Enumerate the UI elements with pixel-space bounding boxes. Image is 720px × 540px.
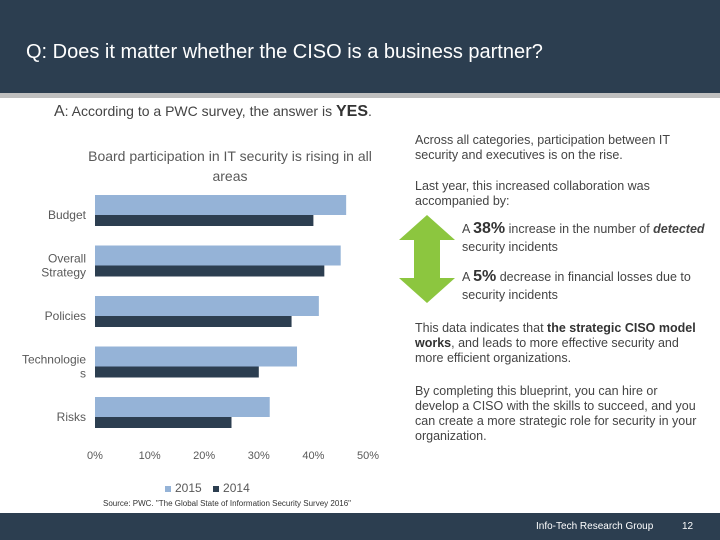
legend-label-2015: 2015 <box>175 481 202 495</box>
bar-2015-risks <box>95 397 270 417</box>
stat-increase-number: 38% <box>473 220 506 237</box>
side-model: This data indicates that the strategic C… <box>415 321 700 366</box>
x-tick-label: 20% <box>193 450 215 462</box>
answer-text: : According to a PWC survey, the answer … <box>64 103 336 119</box>
side-intro: Across all categories, participation bet… <box>415 133 670 162</box>
answer-line: A: According to a PWC survey, the answer… <box>54 103 372 121</box>
legend-item-2014: 2014 <box>213 481 250 495</box>
answer-emphasis: YES <box>335 103 368 120</box>
x-tick-label: 10% <box>139 450 161 462</box>
stat-increase-tail: security incidents <box>462 240 558 254</box>
stat-decrease: A 5% decrease in financial losses due to… <box>462 268 712 304</box>
legend-item-2015: 2015 <box>165 481 202 495</box>
bar-2014-technologies <box>95 366 259 378</box>
chart-legend: 2015 2014 <box>165 481 258 495</box>
stat-increase-em: detected <box>653 222 705 236</box>
x-tick-label: 0% <box>87 450 103 462</box>
stat-increase-prefix: A <box>462 222 474 236</box>
x-tick-label: 40% <box>302 450 324 462</box>
stat-decrease-number: 5% <box>473 268 497 285</box>
stat-decrease-prefix: A <box>462 270 474 284</box>
page-title: Q: Does it matter whether the CISO is a … <box>26 41 543 63</box>
side-model-post: , and leads to more effective security a… <box>415 336 679 365</box>
category-label: Risks <box>57 410 86 424</box>
footer-org: Info-Tech Research Group <box>536 521 654 532</box>
side-closing: By completing this blueprint, you can hi… <box>415 384 697 443</box>
legend-swatch-2015 <box>165 485 171 492</box>
side-model-pre: This data indicates that <box>415 321 548 335</box>
up-down-arrow-icon <box>399 215 455 303</box>
stat-increase: A 38% increase in the number of detected… <box>462 220 712 256</box>
source-note: Source: PWC. "The Global State of Inform… <box>103 499 352 508</box>
category-label: s <box>80 367 86 381</box>
category-label: Policies <box>45 309 86 323</box>
category-label: Strategy <box>41 266 86 280</box>
answer-suffix: . <box>367 103 372 119</box>
x-tick-label: 50% <box>357 450 379 462</box>
bar-2014-policies <box>95 316 292 327</box>
category-label: Overall <box>48 252 86 266</box>
page-number: 12 <box>682 521 694 532</box>
side-model-bold: the strategic CISO model works <box>415 321 696 350</box>
x-tick-label: 30% <box>248 450 270 462</box>
footer-band <box>0 513 720 540</box>
category-label: Technologie <box>22 353 86 367</box>
legend-swatch-2014 <box>213 485 220 492</box>
category-label: Budget <box>48 208 87 222</box>
side-lastyear: Last year, this increased collaboration … <box>415 179 650 208</box>
bar-2014-budget <box>95 215 314 226</box>
answer-prefix: A <box>54 103 65 120</box>
chart-title: Board participation in IT security is ri… <box>88 148 372 184</box>
bar-2015-budget <box>95 195 347 215</box>
header-divider <box>0 93 720 98</box>
bar-2014-risks <box>95 417 232 428</box>
header-band <box>0 0 720 93</box>
legend-label-2014: 2014 <box>223 481 250 495</box>
bar-2014-overall-strategy <box>95 265 325 277</box>
bar-2015-overall-strategy <box>95 245 341 266</box>
bar-2015-technologies <box>95 346 298 367</box>
bar-2015-policies <box>95 296 319 316</box>
stat-increase-text: increase in the number of <box>505 222 654 236</box>
stat-decrease-text: decrease in financial losses due to secu… <box>462 270 691 302</box>
